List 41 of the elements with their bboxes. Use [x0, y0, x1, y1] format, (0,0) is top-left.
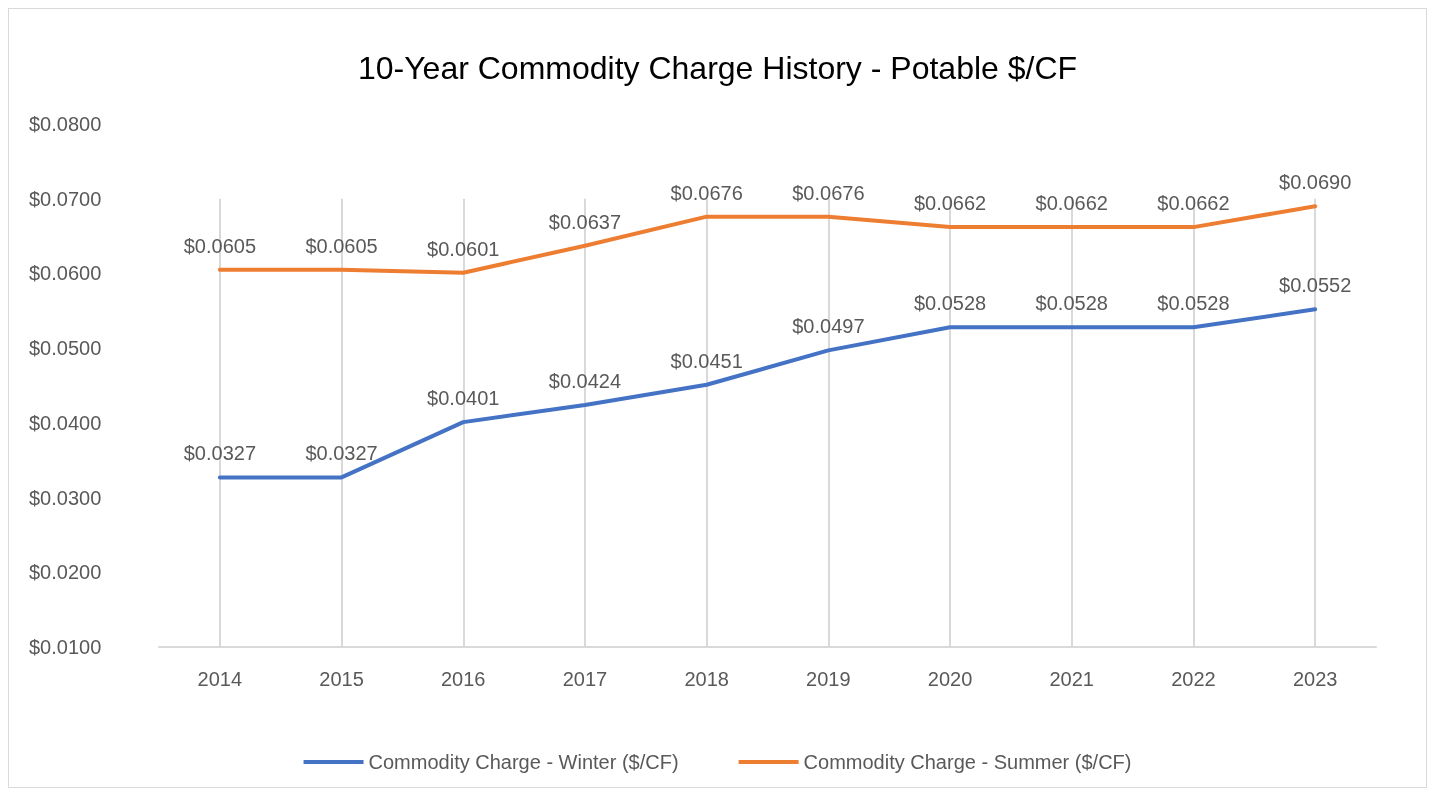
x-tick-label: 2014: [197, 668, 243, 690]
data-label: $0.0605: [305, 234, 378, 257]
y-tick-label: $0.0100: [29, 636, 102, 658]
data-label: $0.0424: [548, 369, 622, 392]
data-label: $0.0601: [427, 237, 500, 260]
y-tick-label: $0.0400: [29, 411, 102, 434]
data-label: $0.0528: [1035, 292, 1108, 315]
x-tick-label: 2017: [562, 668, 608, 690]
data-label: $0.0451: [670, 349, 743, 372]
data-label: $0.0690: [1279, 171, 1352, 194]
data-label: $0.0662: [1157, 192, 1230, 215]
x-tick-label: 2020: [927, 668, 973, 690]
data-label: $0.0676: [670, 181, 743, 204]
data-label: $0.0401: [427, 387, 500, 410]
data-label: $0.0327: [183, 442, 256, 465]
legend-label: Commodity Charge - Winter ($/CF): [368, 751, 679, 773]
x-tick-label: 2018: [684, 668, 729, 690]
data-label: $0.0528: [913, 292, 987, 315]
chart-title: 10-Year Commodity Charge History - Potable $/CF: [357, 50, 1078, 86]
x-tick-label: 2019: [806, 668, 851, 690]
y-tick-label: $0.0800: [29, 113, 102, 135]
y-tick-label: $0.0600: [29, 262, 102, 285]
x-tick-label: 2021: [1049, 668, 1094, 690]
x-tick-label: 2022: [1171, 668, 1216, 690]
y-tick-label: $0.0200: [29, 561, 102, 584]
legend-label: Commodity Charge - Summer ($/CF): [803, 751, 1132, 773]
data-label: $0.0662: [913, 192, 987, 215]
y-tick-label: $0.0500: [29, 337, 102, 360]
data-label: $0.0637: [548, 210, 622, 233]
x-tick-label: 2023: [1292, 668, 1338, 690]
data-label: $0.0605: [183, 234, 256, 257]
data-label: $0.0497: [792, 315, 865, 338]
x-tick-label: 2016: [441, 668, 486, 690]
data-label: $0.0528: [1157, 292, 1230, 315]
data-label: $0.0552: [1279, 274, 1352, 297]
data-label: $0.0676: [792, 181, 865, 204]
y-tick-label: $0.0300: [29, 486, 102, 509]
y-tick-label: $0.0700: [29, 187, 102, 210]
data-label: $0.0662: [1035, 192, 1108, 215]
x-tick-label: 2015: [319, 668, 364, 690]
data-label: $0.0327: [305, 442, 378, 465]
